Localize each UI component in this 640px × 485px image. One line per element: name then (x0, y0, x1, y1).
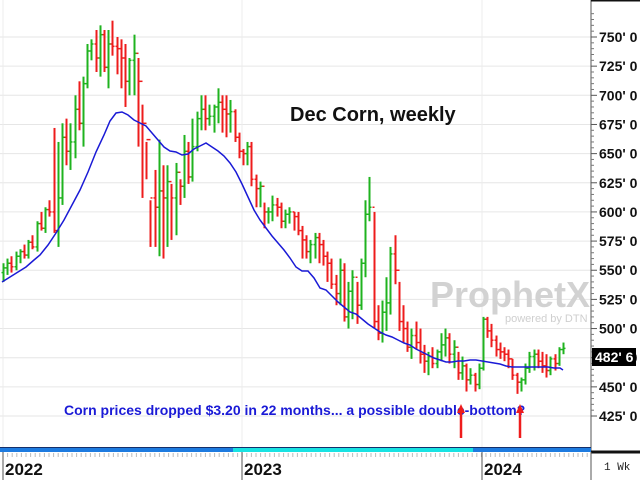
timeline-visible-range[interactable] (233, 448, 473, 452)
y-tick-label: 425' 0 (599, 408, 638, 424)
watermark-brand: ProphetX (430, 274, 590, 315)
x-tick-label: 2023 (244, 460, 282, 479)
x-axis-ticks: 2022 2023 2024 (2, 452, 592, 480)
y-tick-label: 700' 0 (599, 87, 638, 103)
y-tick-label: 500' 0 (599, 321, 638, 337)
watermark-sub: powered by DTN (505, 313, 588, 325)
ohlc-bars (1, 20, 566, 394)
prophetx-watermark: ProphetX powered by DTN (430, 274, 590, 325)
period-label[interactable]: 1 Wk (604, 462, 631, 474)
annotation-text: Corn prices dropped $3.20 in 22 months..… (64, 402, 525, 418)
y-tick-label: 625' 0 (599, 175, 638, 191)
y-tick-label: 675' 0 (599, 116, 638, 132)
y-tick-label: 650' 0 (599, 146, 638, 162)
x-axis-minor-ticks (2, 453, 588, 457)
gridlines (0, 0, 591, 447)
y-tick-label: 550' 0 (599, 262, 638, 278)
y-tick-label: 600' 0 (599, 204, 638, 220)
y-tick-label: 575' 0 (599, 233, 638, 249)
y-tick-label: 525' 0 (599, 291, 638, 307)
y-tick-label: 450' 0 (599, 379, 638, 395)
last-price-label: 482' 6 (595, 349, 634, 365)
moving-average-line (1, 111, 564, 371)
y-tick-label: 750' 0 (599, 29, 638, 45)
last-price-badge: 482' 6 (592, 348, 636, 366)
chart-title: Dec Corn, weekly (290, 104, 457, 126)
double-bottom-arrows (457, 404, 524, 438)
y-tick-label: 725' 0 (599, 58, 638, 74)
x-tick-label: 2024 (484, 460, 522, 479)
x-tick-label: 2022 (5, 460, 43, 479)
